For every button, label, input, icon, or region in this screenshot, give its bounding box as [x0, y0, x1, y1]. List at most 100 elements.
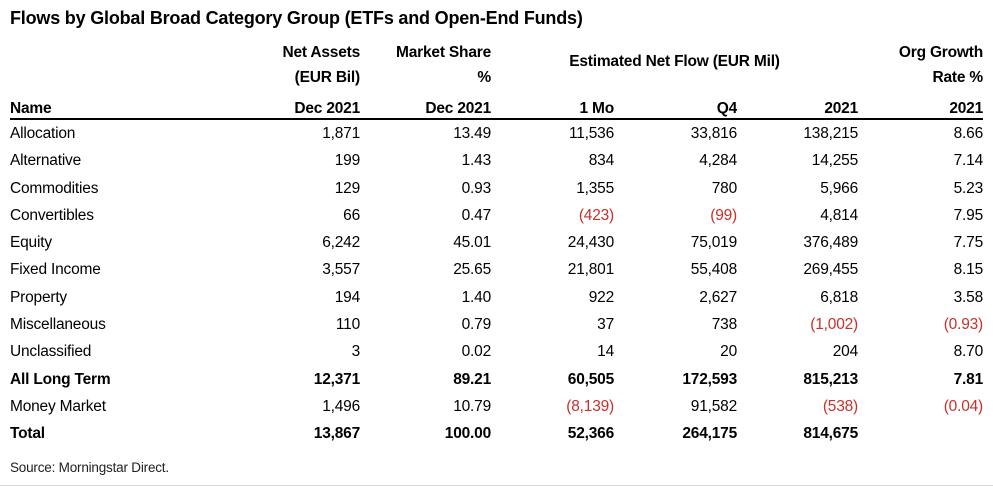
- table-row: Convertibles 66 0.47 (423) (99) 4,814 7.95: [10, 202, 983, 229]
- header-group-row-1: Net Assets Market Share Estimated Net Fl…: [10, 37, 983, 70]
- row-name: Total: [10, 425, 45, 443]
- row-value: (99): [710, 206, 737, 224]
- row-value: 13.49: [453, 125, 491, 142]
- row-value: 25.65: [453, 261, 491, 279]
- row-value: 194: [334, 288, 360, 306]
- row-value: (538): [822, 397, 858, 415]
- row-value: 10.79: [453, 397, 491, 415]
- flows-table: Net Assets Market Share Estimated Net Fl…: [10, 37, 983, 448]
- row-value: 815,213: [803, 370, 858, 388]
- row-value: 7.75: [953, 234, 983, 252]
- row-name: Alternative: [10, 152, 82, 170]
- row-value: 55,408: [690, 261, 737, 279]
- table-header: Net Assets Market Share Estimated Net Fl…: [10, 37, 983, 120]
- row-value: 66: [343, 206, 360, 224]
- table-row: Total 13,867 100.00 52,366 264,175 814,675: [10, 420, 983, 447]
- row-value: 14: [597, 343, 614, 361]
- table-row: Money Market 1,496 10.79 (8,139) 91,582 (538)…: [10, 393, 983, 420]
- row-value: 33,816: [690, 125, 737, 142]
- row-value: 922: [588, 288, 614, 306]
- row-value: 199: [334, 152, 360, 170]
- header-org-growth-year: 2021: [858, 87, 983, 120]
- row-value: 45.01: [453, 234, 491, 252]
- row-value: 89.21: [453, 370, 491, 388]
- row-name: Commodities: [10, 179, 99, 197]
- row-value: 129: [334, 179, 360, 197]
- row-value: 14,255: [811, 152, 858, 170]
- row-name: Allocation: [10, 125, 76, 142]
- row-name: All Long Term: [10, 370, 111, 388]
- row-value: [858, 420, 983, 447]
- header-org-growth: Org Growth: [898, 44, 983, 61]
- table-row: Miscellaneous 110 0.79 37 738 (1,002) (0.93): [10, 311, 983, 338]
- row-value: 204: [832, 343, 858, 361]
- header-flow-1mo: 1 Mo: [491, 87, 614, 120]
- row-value: 138,215: [803, 125, 858, 142]
- row-value: 8.70: [953, 343, 983, 361]
- row-value: 2,627: [699, 288, 737, 306]
- row-value: 3.58: [953, 288, 983, 306]
- row-name: Unclassified: [10, 343, 92, 361]
- row-value: 0.79: [461, 316, 491, 334]
- row-value: (423): [578, 206, 614, 224]
- header-flow-2021: 2021: [737, 87, 858, 120]
- table-row: All Long Term 12,371 89.21 60,505 172,593 815…: [10, 366, 983, 393]
- header-market-share: Market Share: [396, 44, 491, 61]
- row-value: 4,284: [699, 152, 737, 170]
- row-value: (0.93): [943, 316, 983, 334]
- header-market-share-date: Dec 2021: [360, 87, 491, 120]
- row-value: 5,966: [820, 179, 858, 197]
- row-value: 8.66: [953, 125, 983, 142]
- row-name: Fixed Income: [10, 261, 101, 279]
- row-value: 0.47: [461, 206, 491, 224]
- row-value: 12,371: [313, 370, 360, 388]
- header-net-flow-group: Estimated Net Flow (EUR Mil): [569, 53, 780, 70]
- row-value: 0.02: [461, 343, 491, 361]
- header-column-row: Name Dec 2021 Dec 2021 1 Mo Q4 2021 2021: [10, 87, 983, 120]
- row-value: 172,593: [682, 370, 737, 388]
- row-value: 24,430: [567, 234, 614, 252]
- row-value: 7.14: [953, 152, 983, 170]
- row-value: 13,867: [313, 425, 360, 443]
- row-value: 1,871: [322, 125, 360, 142]
- row-value: 7.95: [953, 206, 983, 224]
- row-value: 3: [351, 343, 360, 361]
- row-value: 6,242: [322, 234, 360, 252]
- header-net-assets: Net Assets: [282, 44, 360, 61]
- row-name: Property: [10, 288, 67, 306]
- header-net-assets-date: Dec 2021: [260, 87, 360, 120]
- exhibit-title: Flows by Global Broad Category Group (ET…: [10, 8, 583, 28]
- row-value: 376,489: [803, 234, 858, 252]
- table-row: Alternative 199 1.43 834 4,284 14,255 7.14: [10, 147, 983, 174]
- row-value: 91,582: [690, 397, 737, 415]
- row-value: 6,818: [820, 288, 858, 306]
- row-value: 834: [588, 152, 614, 170]
- row-value: (1,002): [810, 316, 858, 334]
- row-value: 1,355: [576, 179, 614, 197]
- header-name-col: Name: [10, 87, 260, 120]
- row-value: 738: [711, 316, 737, 334]
- row-value: 269,455: [803, 261, 858, 279]
- row-value: 5.23: [953, 179, 983, 197]
- row-value: 60,505: [567, 370, 614, 388]
- header-spacer: [10, 62, 260, 87]
- row-name: Convertibles: [10, 206, 94, 224]
- header-net-assets-unit: (EUR Bil): [294, 69, 360, 86]
- source-note: Source: Morningstar Direct.: [10, 460, 169, 475]
- row-value: 1,496: [322, 397, 360, 415]
- row-name: Miscellaneous: [10, 316, 106, 334]
- row-value: 814,675: [803, 425, 858, 443]
- row-name: Equity: [10, 234, 52, 252]
- row-value: (0.04): [943, 397, 983, 415]
- table-row: Unclassified 3 0.02 14 20 204 8.70: [10, 338, 983, 365]
- table-body: Allocation 1,871 13.49 11,536 33,816 138,215 8…: [10, 119, 983, 448]
- row-value: 264,175: [682, 425, 737, 443]
- row-value: 37: [597, 316, 614, 334]
- table-row: Allocation 1,871 13.49 11,536 33,816 138,215 8…: [10, 119, 983, 147]
- row-value: 100.00: [444, 425, 491, 443]
- header-spacer: [10, 37, 260, 62]
- row-value: 4,814: [820, 206, 858, 224]
- row-value: 780: [711, 179, 737, 197]
- row-value: 0.93: [461, 179, 491, 197]
